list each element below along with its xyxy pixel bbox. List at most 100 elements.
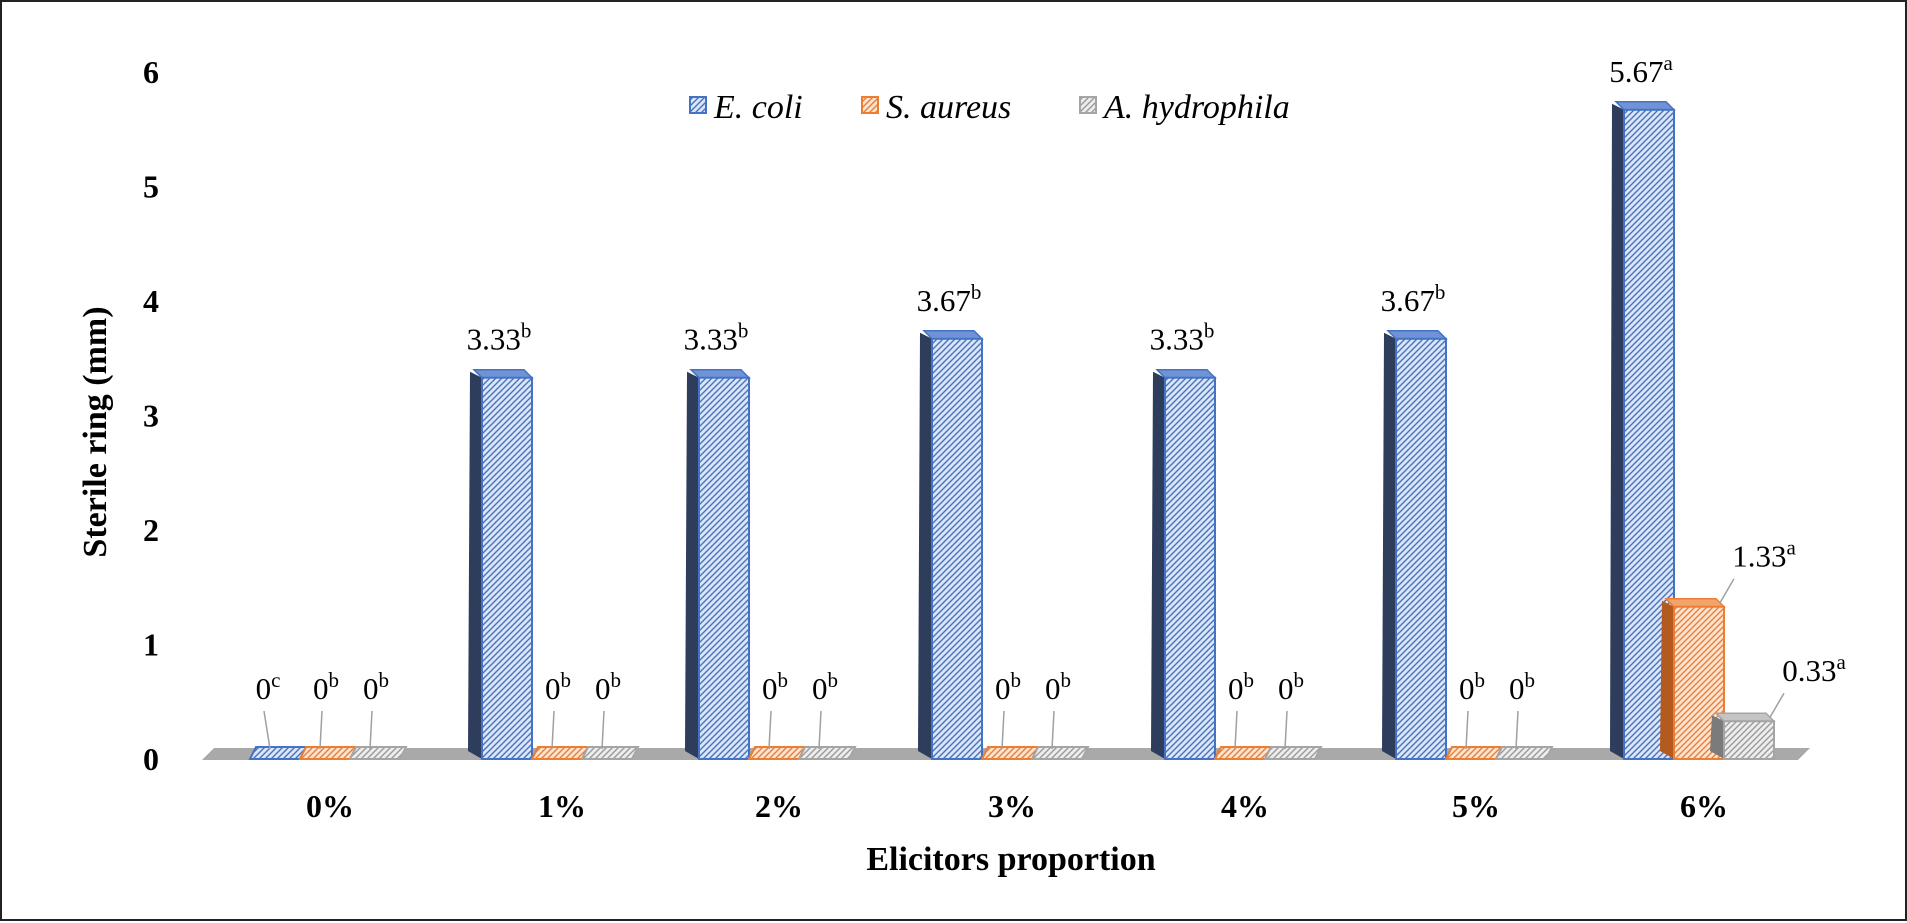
bar-flat [248, 746, 308, 760]
data-label: 0b [545, 668, 571, 706]
y-tick-label: 1 [143, 627, 159, 663]
data-label: 0b [995, 668, 1021, 706]
data-labels: 0c 3.33b 3.33b 3.67b 3.33b 3.67b 5.67a 0b 0b 0b 0b… [256, 51, 1846, 750]
bar [468, 368, 534, 760]
label-leader-line [551, 710, 555, 750]
legend-swatch [861, 96, 879, 114]
label-leader-line [1769, 692, 1785, 718]
legend-swatch [1079, 96, 1097, 114]
bar [1213, 746, 1273, 760]
data-label: 1.33a [1732, 536, 1796, 574]
y-tick-label: 5 [143, 169, 159, 205]
bar-flat [298, 746, 358, 760]
label-leader-line [1719, 578, 1735, 604]
y-tick-labels: 0 1 2 3 4 5 6 [143, 54, 159, 777]
y-tick-label: 0 [143, 741, 159, 777]
bar [1030, 746, 1090, 760]
bar-side [1610, 103, 1624, 759]
bar [1263, 746, 1323, 760]
data-label: 0b [1509, 668, 1535, 706]
bar-flat [530, 746, 590, 760]
legend-label: S. aureus [886, 89, 1011, 126]
bar-top [1614, 101, 1676, 111]
bar-top [1664, 597, 1726, 608]
bar-flat [797, 746, 857, 760]
label-leader-line [369, 710, 373, 750]
label-leader-line [1515, 710, 1519, 750]
x-tick-label: 0% [306, 788, 354, 824]
bar-flat [1030, 746, 1090, 760]
bar-front [481, 376, 533, 760]
x-tick-label: 3% [988, 788, 1036, 824]
bar-flat [747, 746, 807, 760]
bar-top [1155, 368, 1217, 379]
bar-top [472, 368, 534, 379]
x-axis-title: Elicitors proportion [866, 841, 1155, 878]
label-leader-line [1001, 710, 1005, 750]
bar-side [918, 332, 932, 759]
data-label: 3.33b [467, 319, 532, 357]
data-label: 0b [595, 668, 621, 706]
label-leader-line [1465, 710, 1469, 750]
bar-top [1386, 330, 1448, 340]
legend-swatch [689, 96, 707, 114]
bar [1494, 746, 1554, 760]
bar-front [1164, 376, 1216, 760]
data-label: 3.67b [1381, 280, 1446, 318]
bar-front [1395, 337, 1447, 760]
bar-top [922, 330, 984, 340]
label-leader-line [1234, 710, 1238, 750]
label-leader-line [601, 710, 605, 750]
y-tick-label: 4 [143, 283, 159, 319]
bar-flat [1444, 746, 1504, 760]
bar [797, 746, 857, 760]
bar [580, 746, 640, 760]
data-label: 0b [313, 668, 339, 706]
bar-flat [1494, 746, 1554, 760]
bar [918, 330, 984, 760]
legend-label: E. coli [713, 89, 803, 126]
bar [248, 746, 308, 760]
data-label: 0b [1278, 668, 1304, 706]
bar-flat [980, 746, 1040, 760]
bar-side [1710, 715, 1724, 759]
legend-item: A. hydrophila [1079, 89, 1290, 126]
bar [1382, 330, 1448, 760]
label-leader-line [1051, 710, 1055, 750]
y-tick-label: 3 [143, 398, 159, 434]
bar [685, 368, 751, 760]
legend-item: E. coli [689, 89, 803, 126]
bar [1151, 368, 1217, 760]
bar-top [689, 368, 751, 379]
y-tick-label: 2 [143, 512, 159, 548]
label-leader-line [1284, 710, 1288, 750]
data-label: 3.33b [1150, 319, 1215, 357]
bar [747, 746, 807, 760]
data-label: 3.67b [917, 280, 982, 318]
legend: E. coli S. aureus A. hydrophila [689, 89, 1290, 126]
bar [298, 746, 358, 760]
bar-side [685, 371, 699, 759]
bar-side [1151, 371, 1165, 759]
bar [530, 746, 590, 760]
legend-item: S. aureus [861, 89, 1011, 126]
label-leader-line [768, 710, 772, 750]
bar-side [468, 371, 482, 759]
label-leader-line [263, 710, 271, 750]
data-label: 3.33b [684, 319, 749, 357]
data-label: 0b [762, 668, 788, 706]
label-leader-line [319, 710, 323, 750]
bar-side [1382, 332, 1396, 759]
bar [1444, 746, 1504, 760]
x-tick-label: 5% [1452, 788, 1500, 824]
bar [980, 746, 1040, 760]
data-label: 5.67a [1609, 51, 1673, 89]
x-tick-label: 4% [1221, 788, 1269, 824]
bars [248, 101, 1776, 761]
bar [348, 746, 408, 760]
data-label: 0b [1459, 668, 1485, 706]
x-tick-label: 6% [1680, 788, 1728, 824]
bar-flat [1213, 746, 1273, 760]
bar-front [698, 376, 750, 760]
